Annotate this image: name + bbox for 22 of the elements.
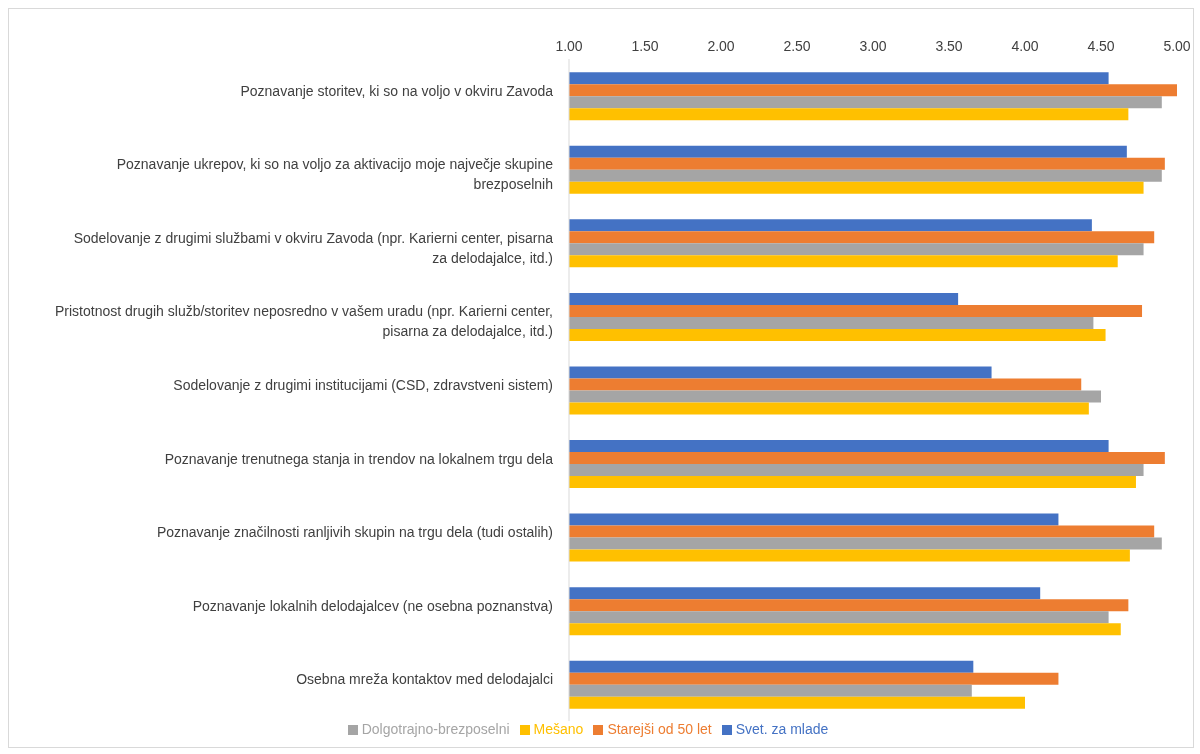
x-tick-label: 1.00 <box>555 38 583 54</box>
y-tick-label: Sodelovanje z drugimi institucijami (CSD, zdravstveni sistem) <box>173 377 553 393</box>
x-tick-label: 1.50 <box>631 38 659 54</box>
legend-label: Starejši od 50 let <box>607 721 712 737</box>
x-tick-label: 3.50 <box>935 38 963 54</box>
x-tick-label: 5.00 <box>1163 38 1191 54</box>
y-tick-label: Pristotnost drugih služb/storitev neposredno v vašem uradu (npr. Karierni center, pisarna za delodajalce, itd.) <box>54 303 553 340</box>
y-tick-label: Osebna mreža kontaktov med delodajalci <box>296 671 553 688</box>
legend-label: Svet. za mlade <box>735 721 829 737</box>
x-tick-label: 4.50 <box>1087 38 1115 54</box>
x-tick-label: 3.00 <box>859 38 887 54</box>
y-tick-label: Poznavanje značilnosti ranljivih skupin na trgu dela (tudi ostalih) <box>156 524 553 541</box>
x-tick-label: 2.50 <box>783 38 811 54</box>
y-tick-label: Poznavanje ukrepov, ki so na voljo za aktivacijo moje največje skupine brezposelnih <box>116 156 554 193</box>
y-tick-label: Poznavanje trenutnega stanja in trendov na lokalnem trgu dela <box>164 450 554 467</box>
x-tick-label: 4.00 <box>1011 38 1039 54</box>
legend-label: Dolgotrajno-brezposelni <box>361 721 510 737</box>
y-tick-label: Sodelovanje z drugimi službami v okviru Zavoda (npr. Karierni center, pisarna za delodajalce, itd.) <box>73 229 554 266</box>
y-tick-label: Poznavanje storitev, ki so na voljo v okviru Zavoda <box>240 82 554 99</box>
x-tick-label: 2.00 <box>707 38 735 54</box>
legend-label: Mešano <box>533 721 584 737</box>
y-tick-label: Poznavanje lokalnih delodajalcev (ne osebna poznanstva) <box>192 597 553 614</box>
